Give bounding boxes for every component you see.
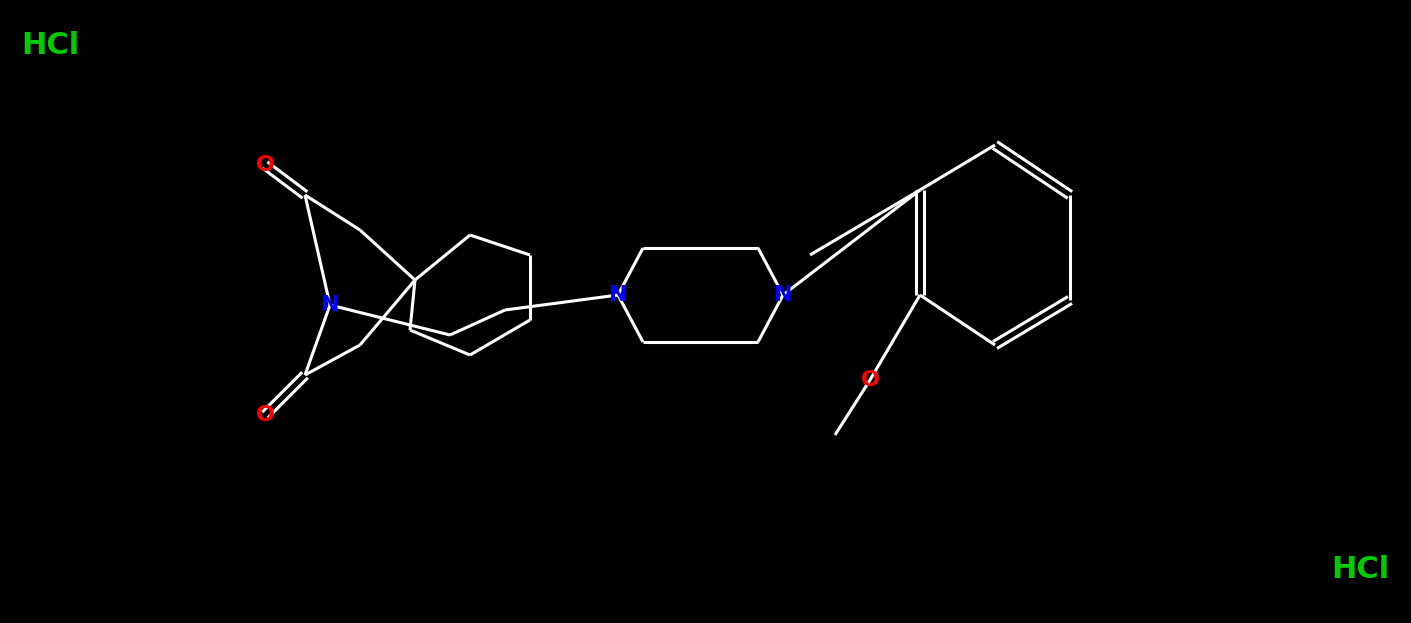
Text: HCl: HCl	[1331, 556, 1388, 584]
Text: O: O	[861, 370, 879, 390]
Text: O: O	[255, 405, 275, 425]
Text: N: N	[773, 285, 792, 305]
Text: N: N	[608, 285, 628, 305]
Text: O: O	[255, 155, 275, 175]
Text: N: N	[320, 295, 339, 315]
Text: HCl: HCl	[21, 31, 79, 60]
